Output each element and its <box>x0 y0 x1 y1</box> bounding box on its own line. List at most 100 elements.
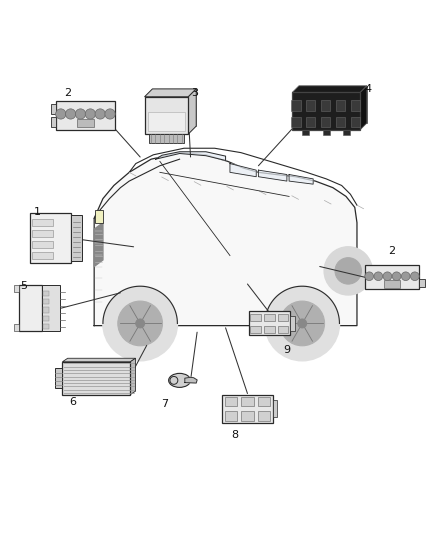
Text: 2: 2 <box>389 246 396 256</box>
FancyBboxPatch shape <box>145 97 188 134</box>
Bar <box>419 279 425 287</box>
Bar <box>258 411 270 421</box>
Bar <box>148 112 185 131</box>
Bar <box>251 326 261 333</box>
Bar <box>225 397 237 406</box>
Bar <box>43 299 49 304</box>
Text: 8: 8 <box>231 430 238 440</box>
Circle shape <box>410 272 419 280</box>
Bar <box>149 134 184 143</box>
FancyBboxPatch shape <box>56 101 115 130</box>
Circle shape <box>95 109 105 119</box>
Bar <box>43 291 49 296</box>
Bar <box>336 100 345 111</box>
FancyBboxPatch shape <box>364 265 419 289</box>
Polygon shape <box>258 170 287 181</box>
Bar <box>43 316 49 321</box>
Bar <box>321 117 330 127</box>
Bar <box>241 411 254 421</box>
Circle shape <box>392 272 401 280</box>
Polygon shape <box>94 152 357 326</box>
FancyBboxPatch shape <box>30 213 71 263</box>
Bar <box>32 241 53 248</box>
Bar <box>291 117 300 127</box>
Bar <box>51 104 56 114</box>
Bar <box>32 219 53 226</box>
Bar <box>43 324 49 329</box>
Text: 2: 2 <box>64 88 71 99</box>
Circle shape <box>136 319 145 328</box>
Bar <box>95 211 103 223</box>
Bar <box>272 400 277 417</box>
Bar <box>14 285 18 292</box>
Polygon shape <box>185 377 197 383</box>
Polygon shape <box>152 89 196 126</box>
Bar <box>241 397 254 406</box>
Polygon shape <box>155 152 226 160</box>
Bar <box>264 326 275 333</box>
FancyBboxPatch shape <box>63 362 131 394</box>
Polygon shape <box>299 86 367 123</box>
Polygon shape <box>293 86 367 92</box>
Text: 1: 1 <box>34 207 41 217</box>
Circle shape <box>118 301 162 346</box>
Bar <box>306 117 315 127</box>
Bar <box>336 117 345 127</box>
Bar <box>14 324 18 331</box>
Polygon shape <box>145 89 196 97</box>
FancyBboxPatch shape <box>222 394 272 423</box>
Bar <box>71 215 82 261</box>
Circle shape <box>383 272 392 280</box>
Bar <box>351 100 360 111</box>
Bar <box>351 117 360 127</box>
Circle shape <box>365 272 374 280</box>
Bar <box>302 130 309 135</box>
Bar <box>323 130 330 135</box>
Bar <box>278 326 288 333</box>
Bar <box>225 411 237 421</box>
Circle shape <box>265 286 339 361</box>
Ellipse shape <box>169 374 191 387</box>
Bar <box>264 313 275 321</box>
Circle shape <box>298 319 307 328</box>
Polygon shape <box>94 223 103 266</box>
FancyBboxPatch shape <box>18 285 42 331</box>
Bar <box>77 119 94 127</box>
Bar <box>51 117 56 127</box>
Circle shape <box>335 257 361 284</box>
Bar <box>43 308 49 312</box>
Bar <box>291 100 300 111</box>
Bar <box>290 316 294 330</box>
Bar <box>306 100 315 111</box>
Circle shape <box>105 109 115 119</box>
Circle shape <box>324 247 372 295</box>
Circle shape <box>280 301 325 346</box>
FancyBboxPatch shape <box>249 311 290 335</box>
Polygon shape <box>63 358 136 362</box>
Bar <box>321 100 330 111</box>
Text: 6: 6 <box>69 397 76 407</box>
Text: 9: 9 <box>283 345 290 355</box>
Polygon shape <box>188 89 196 134</box>
FancyBboxPatch shape <box>293 92 360 130</box>
Bar <box>32 230 53 237</box>
Polygon shape <box>230 164 256 177</box>
Circle shape <box>66 109 76 119</box>
Circle shape <box>85 109 95 119</box>
Bar <box>384 280 400 288</box>
Text: 3: 3 <box>191 88 198 99</box>
Text: 4: 4 <box>364 84 371 94</box>
Circle shape <box>75 109 85 119</box>
Text: 5: 5 <box>21 281 28 291</box>
Bar <box>32 252 53 259</box>
Bar <box>343 130 350 135</box>
Bar <box>258 397 270 406</box>
FancyBboxPatch shape <box>42 285 60 331</box>
Polygon shape <box>360 86 367 130</box>
Text: 7: 7 <box>161 399 168 409</box>
Circle shape <box>103 286 177 361</box>
Circle shape <box>401 272 410 280</box>
Polygon shape <box>131 358 136 394</box>
Circle shape <box>374 272 383 280</box>
Circle shape <box>56 109 66 119</box>
